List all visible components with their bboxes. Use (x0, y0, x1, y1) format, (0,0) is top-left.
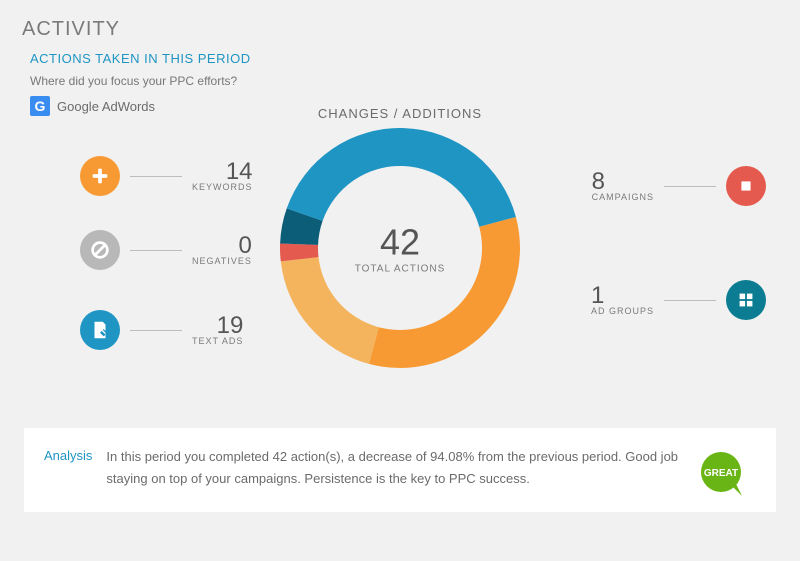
analysis-box: Analysis In this period you completed 42… (24, 428, 776, 512)
page-title: ACTIVITY (22, 18, 778, 41)
stat-label: NEGATIVES (192, 256, 252, 266)
stat-label: TEXT ADS (192, 336, 243, 346)
stop-icon (726, 166, 766, 206)
stat-label: AD GROUPS (591, 306, 654, 316)
donut-center: 42 TOTAL ACTIONS (355, 222, 446, 275)
great-badge-text: GREAT (704, 468, 738, 479)
stat-keywords: 14KEYWORDS (80, 156, 253, 196)
analysis-text: In this period you completed 42 action(s… (106, 446, 756, 490)
stat-value: 14 (192, 160, 253, 184)
stat-text-ads: 19TEXT ADS (80, 310, 243, 350)
great-badge: GREAT (698, 450, 748, 500)
donut-chart: 42 TOTAL ACTIONS (280, 128, 520, 368)
connector-line (130, 330, 182, 331)
doc-icon (80, 310, 120, 350)
stat-value: 0 (192, 234, 252, 258)
stat-value: 1 (591, 284, 654, 308)
grid4-icon (726, 280, 766, 320)
connector-line (130, 176, 182, 177)
stat-value: 19 (192, 314, 243, 338)
section-subtitle: ACTIONS TAKEN IN THIS PERIOD (30, 51, 778, 66)
stat-campaigns: 8CAMPAIGNS (592, 166, 766, 206)
section-question: Where did you focus your PPC efforts? (30, 74, 778, 88)
donut-center-value: 42 (355, 222, 446, 264)
stat-ad-groups: 1AD GROUPS (591, 280, 766, 320)
chart-area: CHANGES / ADDITIONS 42 TOTAL ACTIONS 14K… (22, 106, 778, 416)
stat-label: CAMPAIGNS (592, 192, 654, 202)
donut-center-label: TOTAL ACTIONS (355, 264, 446, 275)
plus-icon (80, 156, 120, 196)
stat-negatives: 0NEGATIVES (80, 230, 252, 270)
nosign-icon (80, 230, 120, 270)
stat-value: 8 (592, 170, 654, 194)
connector-line (664, 300, 716, 301)
analysis-label: Analysis (44, 446, 92, 463)
chart-title: CHANGES / ADDITIONS (318, 106, 482, 121)
donut-segment (287, 128, 516, 227)
connector-line (130, 250, 182, 251)
connector-line (664, 186, 716, 187)
stat-label: KEYWORDS (192, 182, 253, 192)
